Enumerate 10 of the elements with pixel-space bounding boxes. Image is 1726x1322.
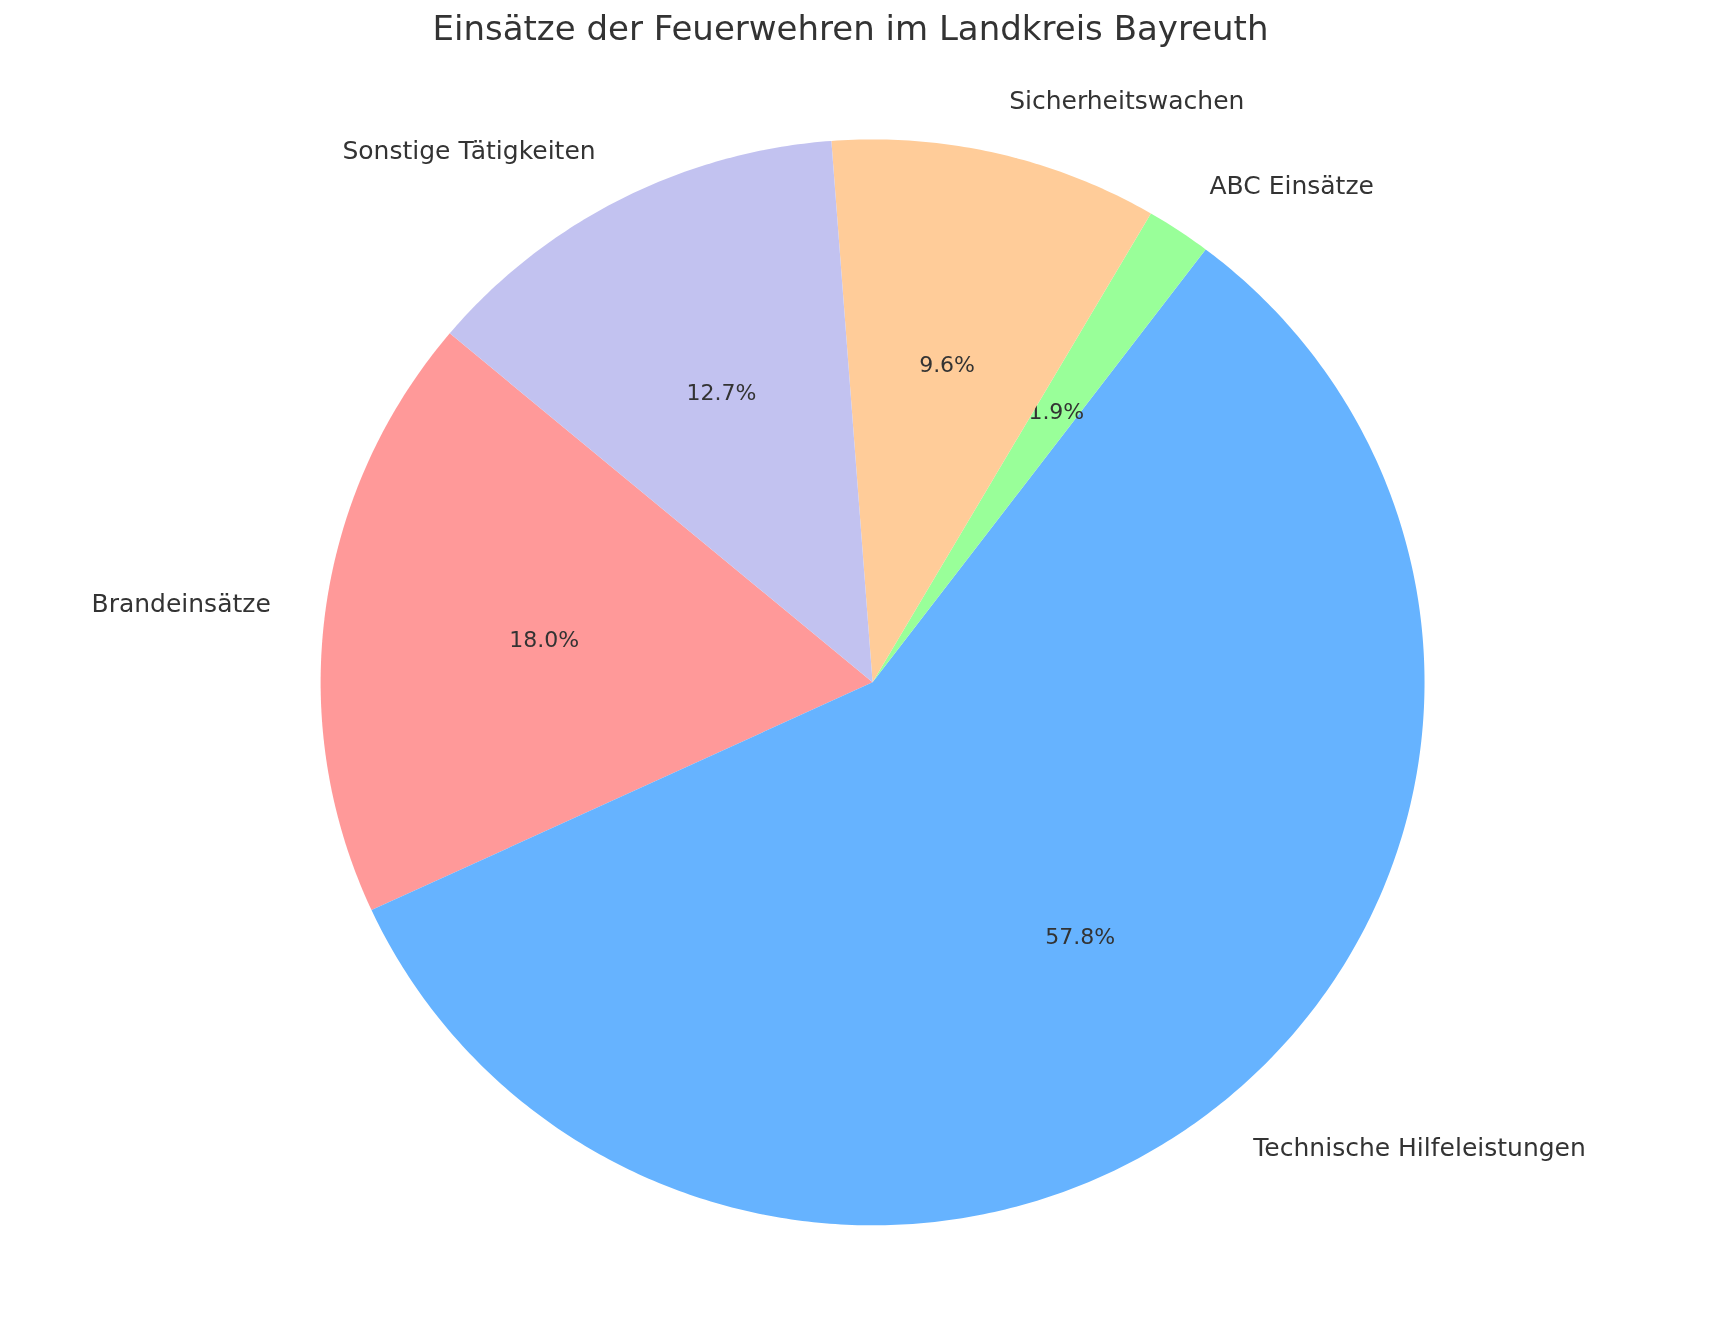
data-label: 9.6% [919,352,976,378]
slice-label: ABC Einsätze [1209,170,1374,200]
chart-title: Einsätze der Feuerwehren im Landkreis Bayreuth [432,7,1269,48]
slice-label: Technische Hilfeleistungen [1252,1133,1586,1163]
slice-label: Sicherheitswachen [1009,85,1245,115]
data-label: 18.0% [509,626,580,652]
slice-label: Brandeinsätze [91,588,271,618]
data-label: 57.8% [1045,923,1116,949]
data-label: 12.7% [686,379,757,405]
slice-label: Sonstige Tätigkeiten [342,136,596,166]
